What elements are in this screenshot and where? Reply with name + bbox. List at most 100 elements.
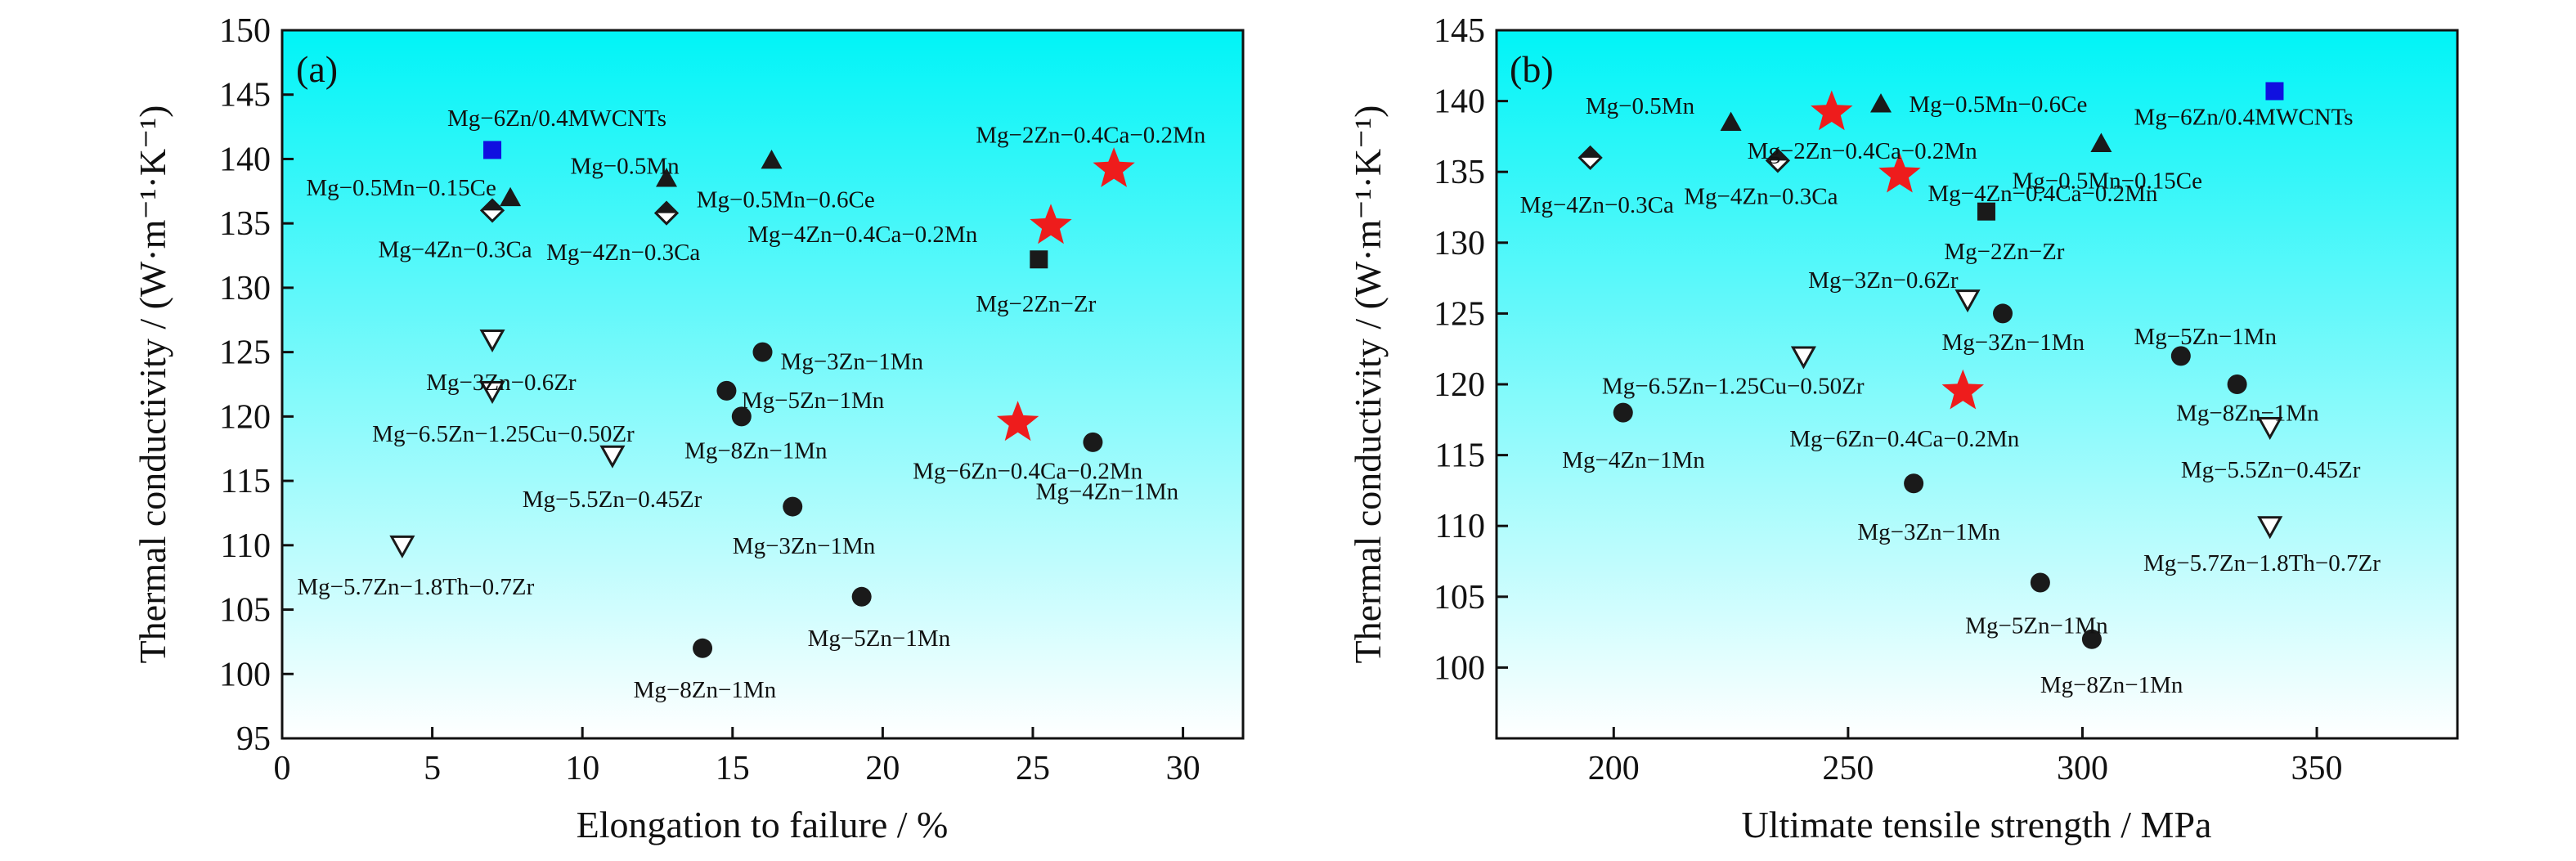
point-label: Mg−4Zn−0.3Ca (1520, 192, 1674, 218)
chart-panel-b: Mg−0.5Mn Mg−2Zn−0.4Ca−0.2Mn Mg−0.5Mn−0.6Ce… (1347, 12, 2459, 845)
data-point-triangle (1870, 93, 1892, 113)
y-tick-label: 120 (1434, 366, 1485, 404)
data-point-circle (1904, 473, 1924, 494)
y-tick-label: 115 (1435, 437, 1485, 475)
point-label: Mg−6.5Zn−1.25Cu−0.50Zr (1602, 374, 1865, 400)
data-point-circle (2081, 629, 2102, 649)
x-axis-ticks-b: 200 250 300 350 (1588, 727, 2343, 787)
y-tick-label: 130 (1434, 225, 1485, 262)
point-label: Mg−6Zn−0.4Ca−0.2Mn (913, 458, 1143, 484)
x-axis-ticks-a: 0 5 10 15 20 25 30 (274, 727, 1200, 787)
data-point-circle (2030, 572, 2050, 593)
point-label: Mg−4Zn−0.3Ca (379, 237, 532, 263)
point-label: Mg−2Zn−0.4Ca−0.2Mn (976, 123, 1206, 149)
point-label: Mg−0.5Mn−0.6Ce (1909, 92, 2087, 118)
x-tick-label: 10 (565, 750, 599, 787)
point-label: Mg−3Zn−1Mn (733, 533, 876, 559)
data-point-star (1811, 90, 1853, 131)
point-label: Mg−5Zn−1Mn (808, 626, 951, 652)
x-tick-label: 350 (2291, 750, 2343, 787)
data-point-triangle-down (599, 445, 626, 469)
point-label: Mg−6.5Zn−1.25Cu−0.50Zr (372, 421, 635, 447)
point-label: Mg−2Zn−Zr (976, 291, 1096, 317)
data-point-square (1977, 202, 1995, 221)
x-axis-title-a: Elongation to failure / % (577, 804, 949, 845)
data-point-triangle (656, 168, 677, 187)
point-label: Mg−0.5Mn−0.6Ce (697, 186, 875, 213)
y-tick-label: 135 (219, 205, 271, 243)
data-point-circle (716, 380, 737, 401)
chart-panel-a: Mg−6Zn/0.4MWCNTs Mg−0.5Mn−0.15Ce Mg−4Zn−0.… (132, 12, 1245, 845)
point-labels-b: Mg−0.5Mn Mg−2Zn−0.4Ca−0.2Mn Mg−0.5Mn−0.6Ce… (1520, 92, 2381, 698)
data-point-star (996, 401, 1039, 442)
point-label: Mg−4Zn−0.4Ca−0.2Mn (747, 222, 978, 248)
point-label: Mg−6Zn/0.4MWCNTs (2134, 105, 2354, 131)
y-tick-label: 125 (219, 334, 271, 372)
data-point-circle (783, 496, 803, 517)
y-axis-ticks-b: 100 105 110 115 120 125 130 135 140 145 (1434, 12, 1508, 687)
y-tick-label: 100 (1434, 649, 1485, 687)
data-marks-b (1577, 82, 2284, 649)
data-point-circle (1993, 303, 2013, 324)
data-point-circle (731, 406, 752, 427)
data-point-star (1941, 369, 1984, 410)
x-tick-label: 5 (424, 750, 441, 787)
point-label: Mg−0.5Mn (571, 153, 680, 179)
point-label: Mg−5Zn−1Mn (742, 388, 885, 414)
x-tick-label: 250 (1822, 750, 1874, 787)
data-point-circle (2170, 346, 2191, 366)
data-point-star (1093, 147, 1135, 187)
y-tick-label: 130 (219, 270, 271, 307)
x-tick-label: 15 (716, 750, 750, 787)
point-label: Mg−6Zn−0.4Ca−0.2Mn (1789, 426, 2020, 452)
data-point-diamond (653, 200, 680, 226)
data-point-circle (693, 638, 713, 658)
y-tick-label: 120 (219, 398, 271, 436)
point-label: Mg−5Zn−1Mn (1965, 612, 2108, 639)
point-label: Mg−5.7Zn−1.8Th−0.7Zr (2143, 550, 2381, 576)
y-axis-ticks-a: 95 100 105 110 115 120 125 130 135 140 145 150 (219, 12, 294, 758)
point-label: Mg−3Zn−1Mn (781, 349, 924, 375)
x-tick-label: 0 (274, 750, 291, 787)
point-label: Mg−2Zn−Zr (1944, 239, 2064, 265)
point-label: Mg−6Zn/0.4MWCNTs (447, 105, 666, 132)
y-tick-label: 145 (1434, 12, 1485, 50)
point-label: Mg−0.5Mn (1586, 93, 1695, 119)
point-label: Mg−5.5Zn−0.45Zr (523, 487, 702, 513)
x-tick-label: 20 (865, 750, 900, 787)
point-label: Mg−0.5Mn−0.15Ce (306, 175, 496, 201)
point-label: Mg−5.5Zn−0.45Zr (2181, 457, 2361, 483)
data-point-square (2265, 82, 2284, 101)
point-label: Mg−0.5Mn−0.15Ce (2012, 168, 2202, 195)
point-labels-a: Mg−6Zn/0.4MWCNTs Mg−0.5Mn−0.15Ce Mg−4Zn−0.… (297, 105, 1205, 703)
data-point-triangle-down (389, 535, 415, 558)
data-point-triangle-down (1954, 289, 1981, 313)
data-point-triangle-down (2257, 417, 2283, 441)
point-label: Mg−4Zn−0.3Ca (1684, 184, 1838, 210)
y-axis-title-b: Thermal conductivity / (W·m⁻¹·K⁻¹) (1347, 105, 1389, 664)
data-point-circle (1083, 432, 1103, 452)
y-tick-label: 140 (219, 141, 271, 178)
data-point-square (483, 141, 502, 159)
y-tick-label: 140 (1434, 83, 1485, 121)
y-tick-label: 105 (1434, 579, 1485, 617)
y-tick-label: 150 (219, 12, 271, 50)
data-point-circle (851, 586, 872, 607)
point-label: Mg−3Zn−1Mn (1942, 330, 2085, 356)
data-point-triangle-down (2257, 516, 2283, 540)
data-marks-a (389, 141, 1135, 658)
point-label: Mg−3Zn−0.6Zr (1808, 267, 1959, 294)
y-tick-label: 115 (221, 463, 271, 500)
y-tick-label: 125 (1434, 295, 1485, 333)
data-point-triangle (500, 186, 522, 207)
point-label: Mg−4Zn−1Mn (1562, 447, 1705, 473)
point-label: Mg−4Zn−1Mn (1036, 479, 1179, 505)
y-axis-title-a: Thermal conductivity / (W·m⁻¹·K⁻¹) (132, 105, 173, 664)
y-tick-label: 100 (219, 656, 271, 693)
data-point-diamond (479, 198, 505, 223)
x-tick-label: 30 (1166, 750, 1200, 787)
data-point-triangle (2090, 132, 2112, 152)
point-label: Mg−8Zn−1Mn (634, 677, 777, 703)
point-label: Mg−4Zn−0.4Ca−0.2Mn (1928, 181, 2158, 207)
